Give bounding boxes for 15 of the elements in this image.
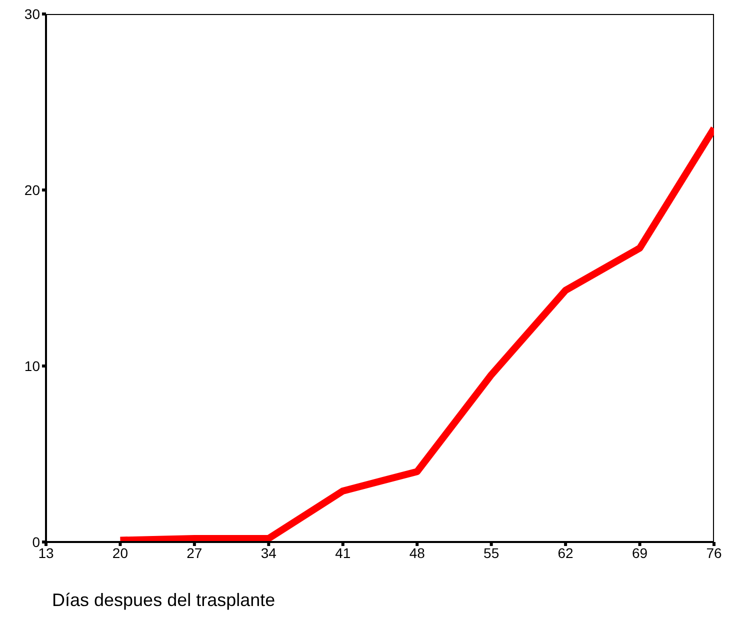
x-tick-label: 48 — [409, 544, 426, 561]
x-tick-label: 62 — [558, 544, 574, 561]
x-tick-label: 41 — [335, 544, 351, 561]
y-tick-label: 30 — [24, 6, 40, 22]
x-tick-label: 55 — [484, 544, 500, 561]
x-tick-label: 69 — [632, 544, 648, 561]
x-tick-label: 34 — [260, 544, 277, 561]
y-tick-label: 10 — [24, 358, 40, 374]
x-tick-label: 76 — [706, 544, 722, 561]
y-tick-label: 0 — [32, 534, 40, 550]
x-tick-label: 13 — [38, 544, 54, 561]
y-tick-label: 20 — [24, 182, 40, 198]
x-tick-label: 27 — [186, 544, 202, 561]
x-axis-title: Días despues del trasplante — [52, 590, 276, 610]
x-tick-label: 20 — [112, 544, 128, 561]
